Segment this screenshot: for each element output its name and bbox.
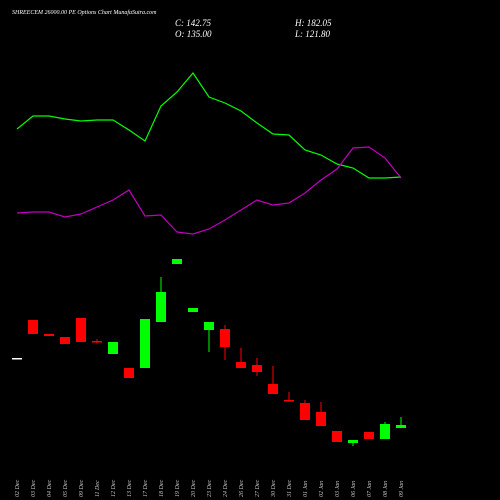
x-tick-label: 11 Dec xyxy=(95,480,101,497)
candle-body xyxy=(172,259,182,264)
x-tick-label: 23 Dec xyxy=(207,480,213,497)
candle-body xyxy=(156,292,166,322)
low-label: L: 121.80 xyxy=(294,29,331,39)
candle-body xyxy=(316,412,326,426)
chart-title: SHREECEM 26000.00 PE Options Chart Munaf… xyxy=(12,9,157,16)
candle-body xyxy=(220,329,230,347)
indicator-line xyxy=(16,72,402,179)
candle-body xyxy=(332,431,342,442)
candle-body xyxy=(380,424,390,439)
x-tick-label: 07 Jan xyxy=(367,481,373,497)
x-tick-label: 24 Dec xyxy=(222,480,229,497)
x-tick-label: 31 Dec xyxy=(287,480,293,498)
x-tick-label: 09 Dec xyxy=(79,480,85,497)
x-tick-label: 06 Jan xyxy=(351,481,357,497)
candle-body xyxy=(204,322,214,330)
candle-body xyxy=(268,384,278,394)
x-tick-label: 02 Jan xyxy=(319,481,325,497)
x-tick-label: 27 Dec xyxy=(255,480,261,497)
x-tick-label: 13 Dec xyxy=(127,480,133,497)
x-tick-label: 19 Dec xyxy=(175,480,181,497)
candle-body xyxy=(300,403,310,420)
candle-body xyxy=(396,425,406,428)
x-tick-label: 26 Dec xyxy=(239,480,245,497)
x-tick-label: 02 Dec xyxy=(15,480,21,497)
x-tick-label: 04 Dec xyxy=(46,480,53,497)
candle-body xyxy=(252,365,262,372)
x-tick-label: 08 Jan xyxy=(383,481,389,497)
x-tick-label: 30 Dec xyxy=(271,480,277,498)
candle-body xyxy=(188,308,198,312)
candle-body xyxy=(284,400,294,402)
candle-body xyxy=(60,337,70,344)
candle-body xyxy=(76,318,86,342)
x-tick-label: 03 Dec xyxy=(31,480,37,497)
candle-body xyxy=(140,319,150,368)
x-tick-label: 18 Dec xyxy=(159,480,165,497)
x-tick-label: 05 Dec xyxy=(63,480,69,497)
x-tick-label: 12 Dec xyxy=(111,480,117,497)
candle-body xyxy=(364,432,374,439)
x-tick-label: 03 Jan xyxy=(335,481,341,497)
candle-body xyxy=(44,334,54,336)
candle-body xyxy=(108,342,118,354)
high-label: H: 182.05 xyxy=(294,18,332,28)
candle-body xyxy=(12,358,22,360)
x-tick-label: 17 Dec xyxy=(143,480,149,497)
x-tick-label: 01 Jan xyxy=(303,481,309,497)
indicator-line xyxy=(16,146,402,235)
candle-body xyxy=(348,440,358,443)
candle-body xyxy=(236,362,246,368)
candle-body xyxy=(92,341,102,343)
x-tick-label: 20 Dec xyxy=(191,480,197,497)
candle-body xyxy=(28,320,38,334)
open-label: O: 135.00 xyxy=(175,29,212,39)
x-tick-label: 09 Jan xyxy=(399,481,405,497)
candle-body xyxy=(124,368,134,378)
close-label: C: 142.75 xyxy=(175,18,212,28)
